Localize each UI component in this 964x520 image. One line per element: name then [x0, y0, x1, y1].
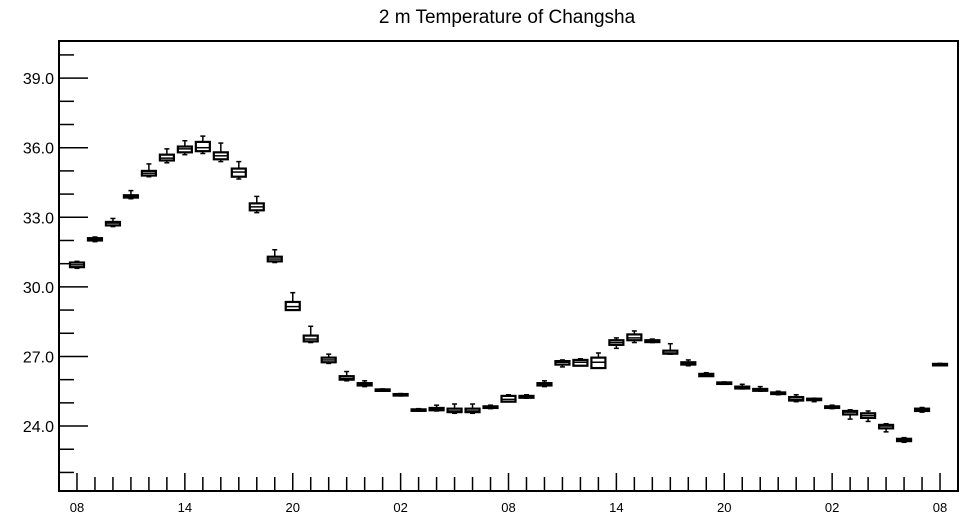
- box-1: [86, 236, 104, 243]
- box-42: [824, 404, 841, 410]
- box-43: [842, 409, 859, 420]
- box-28: [572, 358, 589, 367]
- box-22: [464, 403, 481, 415]
- box-27: [554, 359, 571, 368]
- box-29: [590, 352, 607, 370]
- x-tick-label: 02: [825, 500, 839, 515]
- box-iqr: [194, 140, 211, 153]
- box-21: [446, 403, 463, 415]
- box-20: [428, 404, 445, 412]
- box-9: [230, 160, 247, 180]
- box-2: [104, 217, 122, 228]
- box-16: [356, 380, 373, 388]
- y-tick-label: 33.0: [23, 210, 54, 227]
- box-17: [374, 388, 391, 393]
- x-tick-label: 02: [393, 500, 407, 515]
- box-5: [158, 148, 175, 164]
- box-23: [482, 404, 499, 410]
- x-tick-label: 08: [501, 500, 515, 515]
- box-37: [734, 383, 751, 390]
- box-25: [518, 393, 535, 399]
- box-35: [698, 371, 715, 378]
- box-47: [913, 406, 931, 413]
- y-tick-label: 27.0: [23, 349, 54, 366]
- box-4: [140, 163, 157, 178]
- box-45: [877, 422, 895, 433]
- box-39: [770, 390, 787, 396]
- x-tick-label: 08: [933, 500, 947, 515]
- box-11: [266, 249, 283, 264]
- box-3: [122, 189, 140, 200]
- box-15: [338, 370, 355, 382]
- x-tick-label: 08: [70, 500, 84, 515]
- box-7: [194, 135, 211, 155]
- box-32: [644, 338, 661, 344]
- box-10: [248, 195, 265, 214]
- box-24: [500, 393, 517, 403]
- box-8: [212, 142, 229, 163]
- box-14: [320, 353, 337, 365]
- box-33: [662, 342, 679, 355]
- x-tick-label: 14: [178, 500, 192, 515]
- box-6: [176, 139, 193, 156]
- box-40: [788, 393, 805, 403]
- y-tick-label: 36.0: [23, 141, 54, 158]
- box-46: [895, 436, 913, 444]
- box-44: [859, 410, 877, 423]
- y-tick-label: 24.0: [23, 419, 54, 436]
- y-axis: 24.0 27.0 30.0 33.0 36.0 39.0: [23, 54, 88, 474]
- box-34: [680, 359, 697, 367]
- box-36: [716, 381, 733, 386]
- box-18: [392, 392, 409, 397]
- box-19: [410, 407, 427, 412]
- box-30: [608, 337, 625, 350]
- box-0: [68, 260, 86, 270]
- box-31: [626, 330, 643, 344]
- x-tick-label: 14: [609, 500, 623, 515]
- box-12: [284, 291, 301, 312]
- y-tick-label: 30.0: [23, 280, 54, 297]
- y-tick-label: 39.0: [23, 71, 54, 88]
- plot-frame: [58, 40, 959, 492]
- box-48: [931, 362, 949, 367]
- x-tick-label: 20: [717, 500, 731, 515]
- chart-title: 2 m Temperature of Changsha: [379, 7, 636, 28]
- box-series: [68, 135, 949, 444]
- x-axis: 08 14 20 02 08 14 20 02 08: [70, 473, 947, 515]
- box-41: [806, 397, 823, 403]
- box-26: [536, 380, 553, 388]
- box-38: [752, 385, 769, 393]
- x-tick-label: 20: [286, 500, 300, 515]
- box-13: [302, 325, 319, 344]
